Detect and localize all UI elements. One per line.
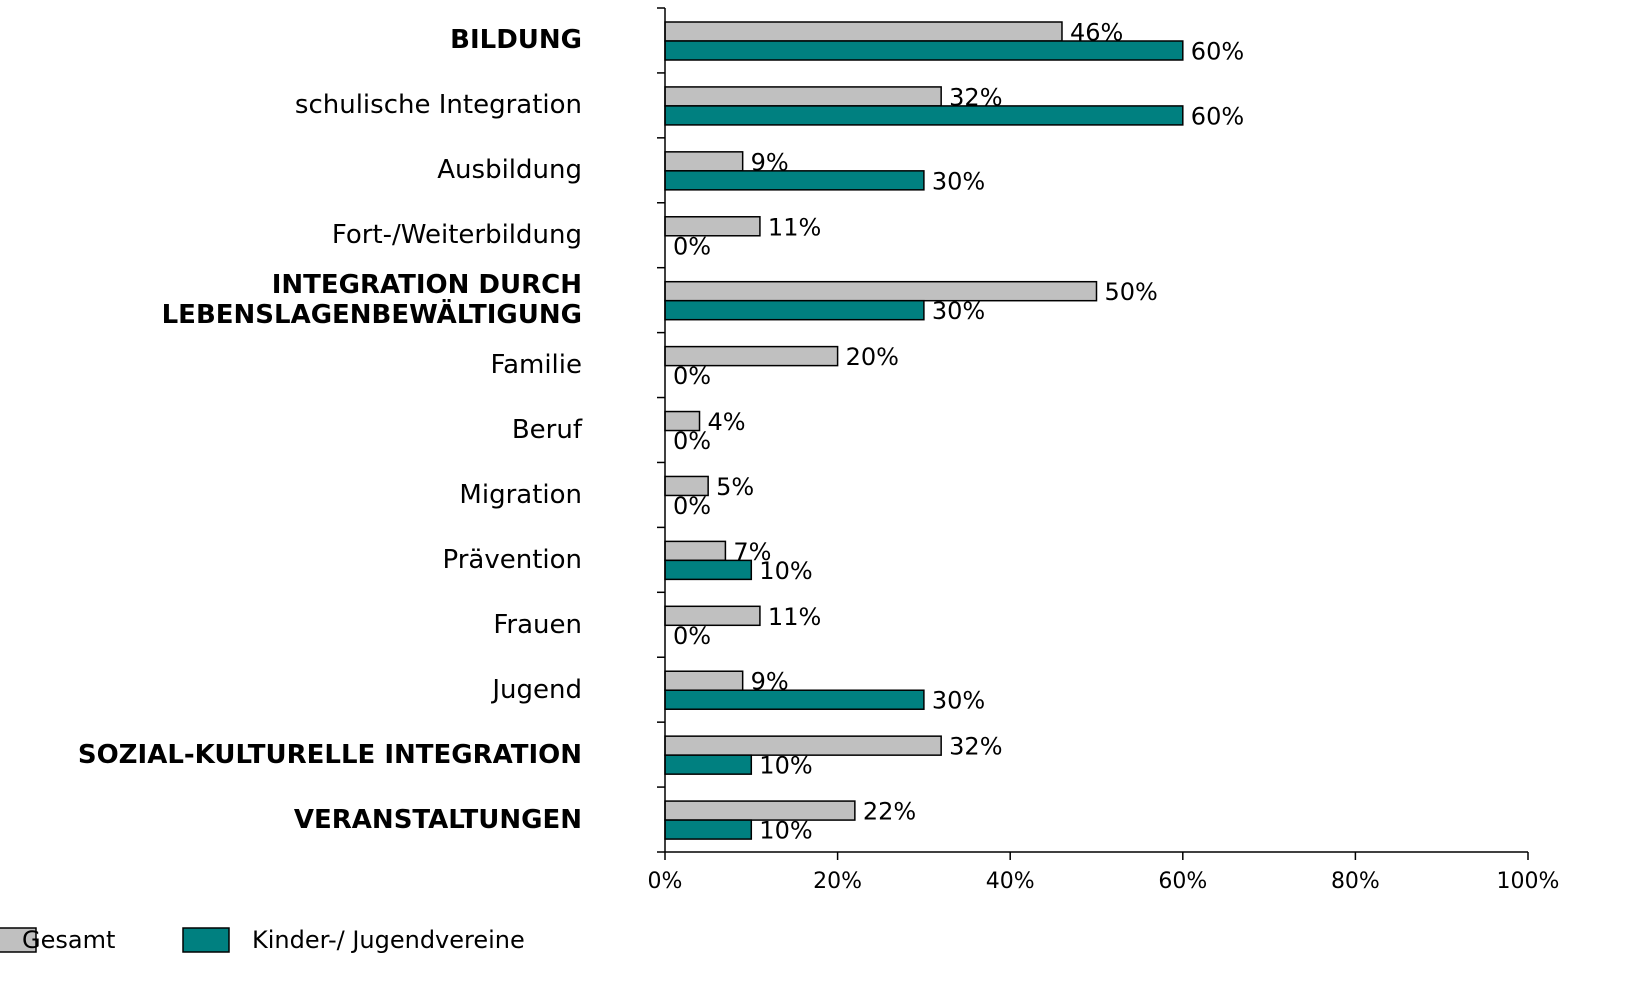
category-label: SOZIAL-KULTURELLE INTEGRATION (77, 739, 582, 770)
category-label: Fort-/Weiterbildung (331, 220, 582, 251)
category-label: Ausbildung (437, 155, 582, 186)
bar (664, 689, 925, 710)
bar (664, 670, 744, 691)
x-tick-label: 20% (813, 869, 862, 894)
bar (664, 819, 753, 840)
bar (664, 540, 727, 562)
value-label: 30% (932, 687, 985, 715)
value-label: 60% (1191, 102, 1244, 130)
category-label: Migration (459, 479, 582, 510)
x-tick-label: 60% (1158, 869, 1207, 894)
legend-swatch (0, 927, 37, 953)
bar (664, 151, 744, 172)
value-label: 0% (673, 427, 711, 455)
value-label: 60% (1191, 38, 1244, 66)
legend-label: Kinder-/ Jugendvereine (252, 926, 525, 954)
x-tick-label: 40% (986, 869, 1035, 894)
category-label: Jugend (492, 674, 582, 705)
value-label: 30% (932, 297, 985, 325)
value-label: 20% (846, 343, 899, 371)
bar (664, 754, 753, 775)
value-label: 50% (1105, 278, 1158, 306)
legend-label: Gesamt (22, 926, 115, 954)
value-label: 0% (673, 492, 711, 520)
value-label: 0% (673, 622, 711, 650)
category-label: VERANSTALTUNGEN (293, 804, 582, 835)
category-label: BILDUNG (450, 25, 582, 56)
value-label: 22% (863, 798, 916, 826)
value-label: 10% (759, 557, 812, 585)
bar (664, 299, 925, 321)
value-label: 32% (949, 733, 1002, 761)
bar (664, 559, 753, 581)
value-label: 5% (716, 473, 754, 501)
value-label: 11% (768, 603, 821, 631)
bar (664, 40, 1184, 61)
legend-swatch (182, 927, 230, 953)
category-label: Familie (490, 350, 583, 381)
x-tick-label: 100% (1497, 869, 1560, 894)
value-label: 11% (768, 213, 821, 241)
bar (664, 21, 1063, 42)
value-label: 0% (673, 362, 711, 390)
category-label: INTEGRATION DURCH LEBENSLAGENBEWÄLTIGUNG (161, 270, 582, 331)
bar (664, 170, 925, 191)
x-tick-label: 0% (648, 869, 683, 894)
value-label: 10% (759, 752, 812, 780)
value-label: 10% (759, 817, 812, 845)
category-label: Prävention (442, 544, 582, 575)
bar (664, 280, 1098, 302)
category-label: Frauen (493, 609, 582, 640)
value-label: 4% (708, 408, 746, 436)
value-label: 0% (673, 232, 711, 260)
category-label: Beruf (511, 415, 582, 445)
bar (664, 105, 1184, 126)
bar (664, 86, 942, 107)
x-tick-label: 80% (1331, 869, 1380, 894)
category-label: schulische Integration (294, 90, 582, 121)
value-label: 30% (932, 167, 985, 195)
